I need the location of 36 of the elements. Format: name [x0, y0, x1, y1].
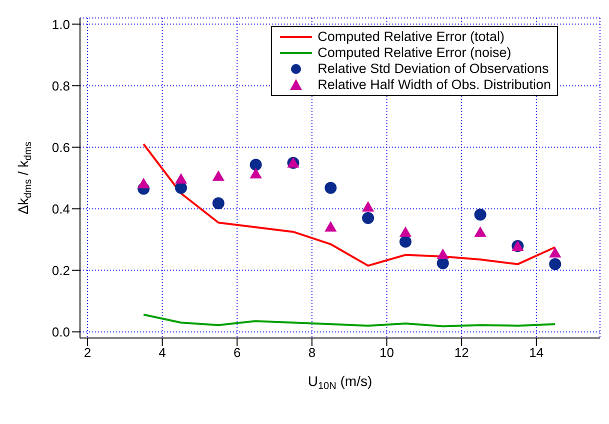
x-tick-label: 12	[454, 345, 469, 360]
point	[212, 197, 224, 210]
x-tick-label: 14	[529, 345, 544, 360]
point	[399, 236, 412, 248]
point	[212, 170, 224, 181]
x-axis-title: U$_{10N}$ (m/s)	[308, 373, 372, 392]
legend-label: Relative Half Width of Obs. Distribution	[318, 77, 551, 93]
point	[250, 168, 262, 178]
point	[362, 201, 374, 212]
point	[174, 173, 188, 184]
y-tick-label: 0.8	[52, 78, 70, 94]
point	[474, 226, 486, 237]
point	[324, 182, 337, 194]
point	[436, 248, 449, 260]
point	[549, 246, 562, 258]
y-tick-label: 0.4	[52, 201, 70, 216]
point	[549, 258, 562, 270]
y-tick-label: 0.0	[52, 324, 70, 340]
legend-label: Computed Relative Error (noise)	[318, 45, 512, 61]
point	[324, 221, 337, 232]
x-tick-label: 4	[158, 345, 166, 360]
y-tick-label: 0.2	[52, 262, 70, 278]
y-tick-label: 0.6	[52, 140, 70, 155]
point	[399, 226, 412, 237]
point	[250, 158, 262, 171]
x-tick-label: 10	[380, 345, 394, 360]
point	[474, 208, 486, 221]
point	[138, 178, 150, 188]
line-series	[142, 314, 556, 328]
y-tick-label: 1.0	[52, 16, 70, 32]
legend-label: Relative Std Deviation of Observations	[318, 61, 549, 77]
point	[362, 212, 374, 224]
x-tick-label: 8	[308, 345, 316, 360]
x-tick-label: 6	[234, 345, 241, 360]
x-tick-label: 2	[84, 345, 92, 360]
legend-label: Computed Relative Error (total)	[318, 29, 504, 45]
